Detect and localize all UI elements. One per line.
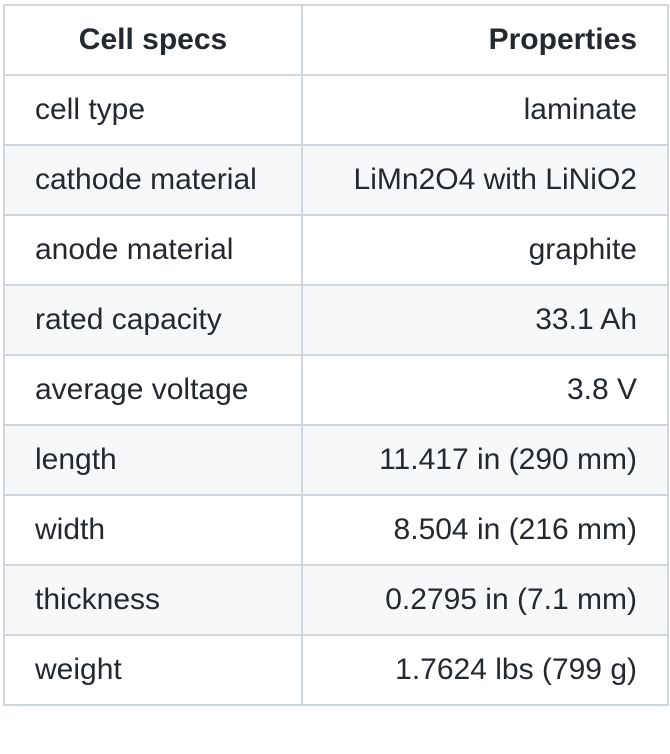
table-row: anode material graphite [3,214,669,286]
spec-value-cell: laminate [301,74,669,146]
column-header-properties: Properties [301,4,669,76]
spec-name-cell: weight [3,634,303,706]
spec-name-cell: rated capacity [3,284,303,356]
spec-name-cell: thickness [3,564,303,636]
table-row: width 8.504 in (216 mm) [3,494,669,566]
spec-name-cell: anode material [3,214,303,286]
spec-value-cell: 8.504 in (216 mm) [301,494,669,566]
table-row: cathode material LiMn2O4 with LiNiO2 [3,144,669,216]
spec-value-cell: 0.2795 in (7.1 mm) [301,564,669,636]
spec-value-cell: 33.1 Ah [301,284,669,356]
spec-name-cell: cell type [3,74,303,146]
spec-value-cell: 1.7624 lbs (799 g) [301,634,669,706]
table-row: weight 1.7624 lbs (799 g) [3,634,669,706]
spec-name-cell: width [3,494,303,566]
table-row: average voltage 3.8 V [3,354,669,426]
table-row: thickness 0.2795 in (7.1 mm) [3,564,669,636]
column-header-cell-specs: Cell specs [3,4,303,76]
spec-name-cell: cathode material [3,144,303,216]
table-row: length 11.417 in (290 mm) [3,424,669,496]
table-row: rated capacity 33.1 Ah [3,284,669,356]
spec-value-cell: graphite [301,214,669,286]
spec-name-cell: average voltage [3,354,303,426]
header-row: Cell specs Properties [3,4,669,76]
cell-specs-table: Cell specs Properties cell type laminate… [3,4,669,706]
spec-value-cell: 11.417 in (290 mm) [301,424,669,496]
table-header: Cell specs Properties [3,4,669,76]
spec-name-cell: length [3,424,303,496]
table-row: cell type laminate [3,74,669,146]
table-body: cell type laminate cathode material LiMn… [3,74,669,706]
spec-value-cell: LiMn2O4 with LiNiO2 [301,144,669,216]
spec-value-cell: 3.8 V [301,354,669,426]
